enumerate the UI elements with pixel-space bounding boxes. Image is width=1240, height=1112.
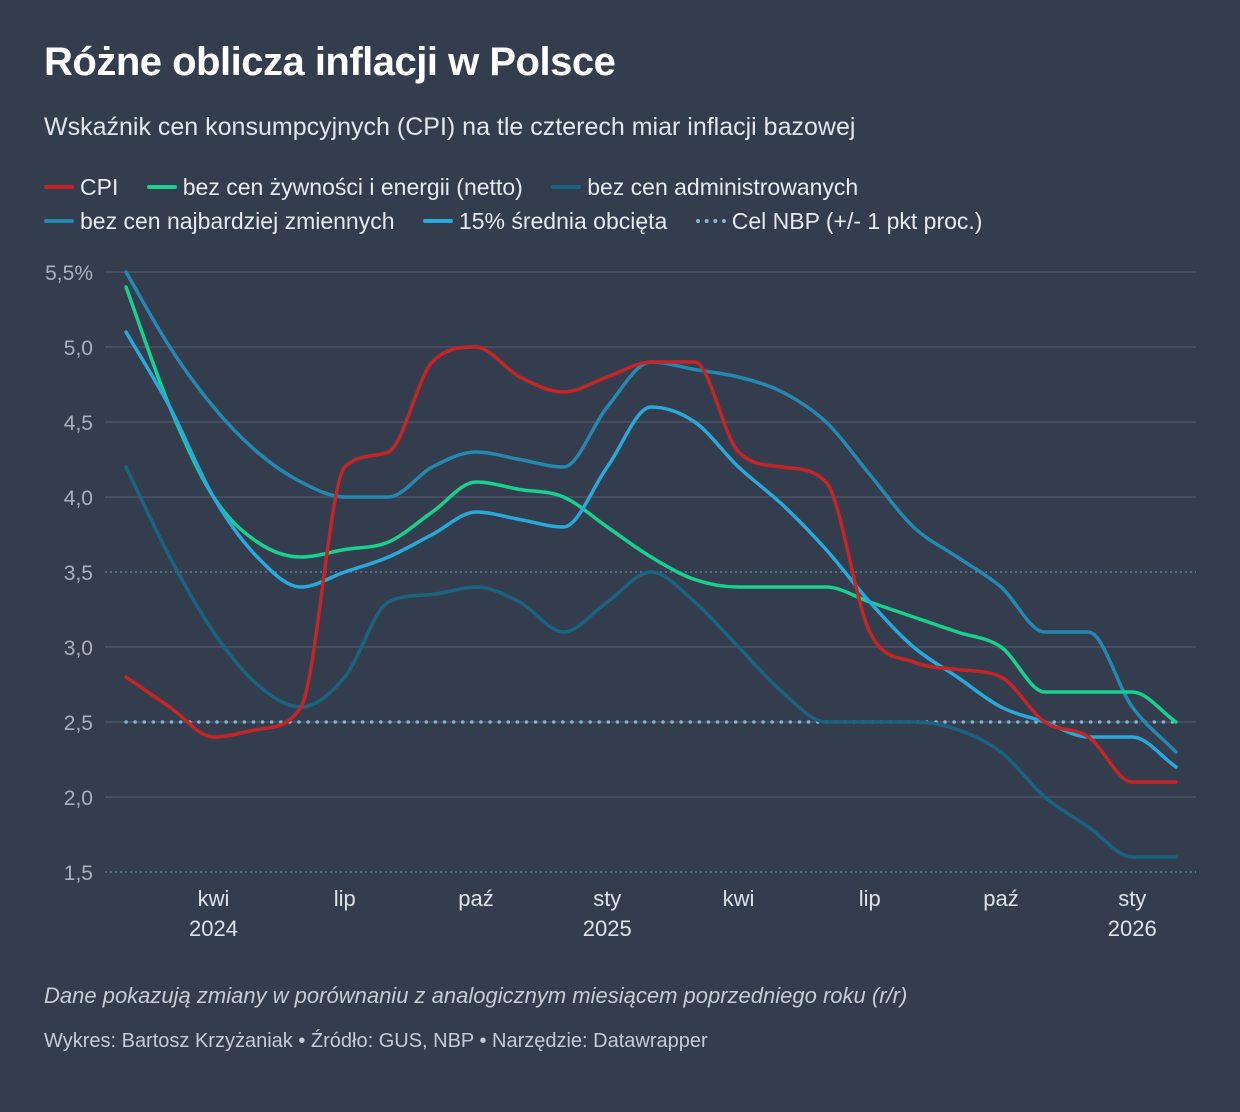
- y-tick-label: 2,0: [64, 787, 93, 810]
- series-line-4: [124, 330, 1178, 769]
- legend-swatch: [146, 184, 177, 189]
- x-tick-label: paź: [983, 886, 1018, 911]
- x-tick-label: lip: [334, 886, 356, 911]
- y-tick-label: 5,0: [64, 337, 93, 360]
- x-tick-label: paź: [458, 886, 493, 911]
- legend-swatch: [422, 218, 453, 223]
- y-tick-label: 1,5: [64, 862, 93, 885]
- legend-swatch-dotted: [695, 218, 726, 223]
- y-tick-label: 3,5: [64, 562, 93, 585]
- y-tick-label: 2,5: [64, 712, 93, 735]
- x-tick-label: kwi: [198, 886, 230, 911]
- x-tick-label: kwi: [723, 886, 755, 911]
- legend-label: CPI: [80, 174, 119, 200]
- x-tick-year-label: 2026: [1108, 916, 1157, 941]
- series-line-2: [124, 465, 1178, 859]
- legend-item-administrowane: bez cen administrowanych: [551, 170, 858, 204]
- y-tick-label: 4,5: [64, 412, 93, 435]
- y-axis: 1,5 2,0 2,5 3,0 3,5 4,0 4,5 5,0 5,5%: [45, 262, 93, 885]
- series-lines: [124, 270, 1178, 859]
- x-tick-year-label: 2025: [583, 916, 632, 941]
- series-line-0: [124, 345, 1178, 784]
- series-line-3: [124, 270, 1178, 754]
- x-tick-label: sty: [1118, 886, 1146, 911]
- y-tick-label: 3,0: [64, 637, 93, 660]
- x-tick-label: sty: [593, 886, 621, 911]
- legend-item-srednia-obcieta: 15% średnia obcięta: [422, 204, 668, 238]
- legend-item-zmienne: bez cen najbardziej zmiennych: [44, 204, 395, 238]
- series-line-1: [124, 285, 1178, 724]
- legend-swatch: [44, 218, 74, 223]
- x-tick-label: lip: [859, 886, 881, 911]
- legend-label: bez cen administrowanych: [587, 174, 859, 200]
- legend-label: bez cen żywności i energii (netto): [182, 174, 523, 200]
- y-tick-label: 4,0: [64, 487, 93, 510]
- legend-label: bez cen najbardziej zmiennych: [80, 208, 395, 234]
- legend-label: Cel NBP (+/- 1 pkt proc.): [731, 208, 983, 234]
- legend-swatch: [44, 184, 74, 189]
- legend-item-cpi: CPI: [44, 170, 118, 204]
- legend-item-netto: bez cen żywności i energii (netto): [146, 170, 523, 204]
- x-axis: kwi 2024 lip paź sty 2025 kwi lip paź sty 2026: [189, 886, 1157, 941]
- line-chart: 1,5 2,0 2,5 3,0 3,5 4,0 4,5 5,0 5,5% kwi 2024 lip p…: [45, 262, 1196, 941]
- x-tick-year-label: 2024: [189, 916, 238, 941]
- legend: CPI bez cen żywności i energii (netto) b…: [44, 170, 1194, 238]
- y-tick-label: 5,5%: [45, 262, 93, 285]
- legend-item-cel-nbp: Cel NBP (+/- 1 pkt proc.): [695, 204, 983, 238]
- legend-swatch: [551, 184, 582, 189]
- chart-note: Dane pokazują zmiany w porównaniu z anal…: [44, 983, 908, 1008]
- chart-credit: Wykres: Bartosz Krzyżaniak • Źródło: GUS…: [44, 1030, 708, 1052]
- chart-title: Różne oblicza inflacji w Polsce: [44, 40, 616, 84]
- legend-label: 15% średnia obcięta: [458, 208, 668, 234]
- chart-subtitle: Wskaźnik cen konsumpcyjnych (CPI) na tle…: [44, 113, 856, 141]
